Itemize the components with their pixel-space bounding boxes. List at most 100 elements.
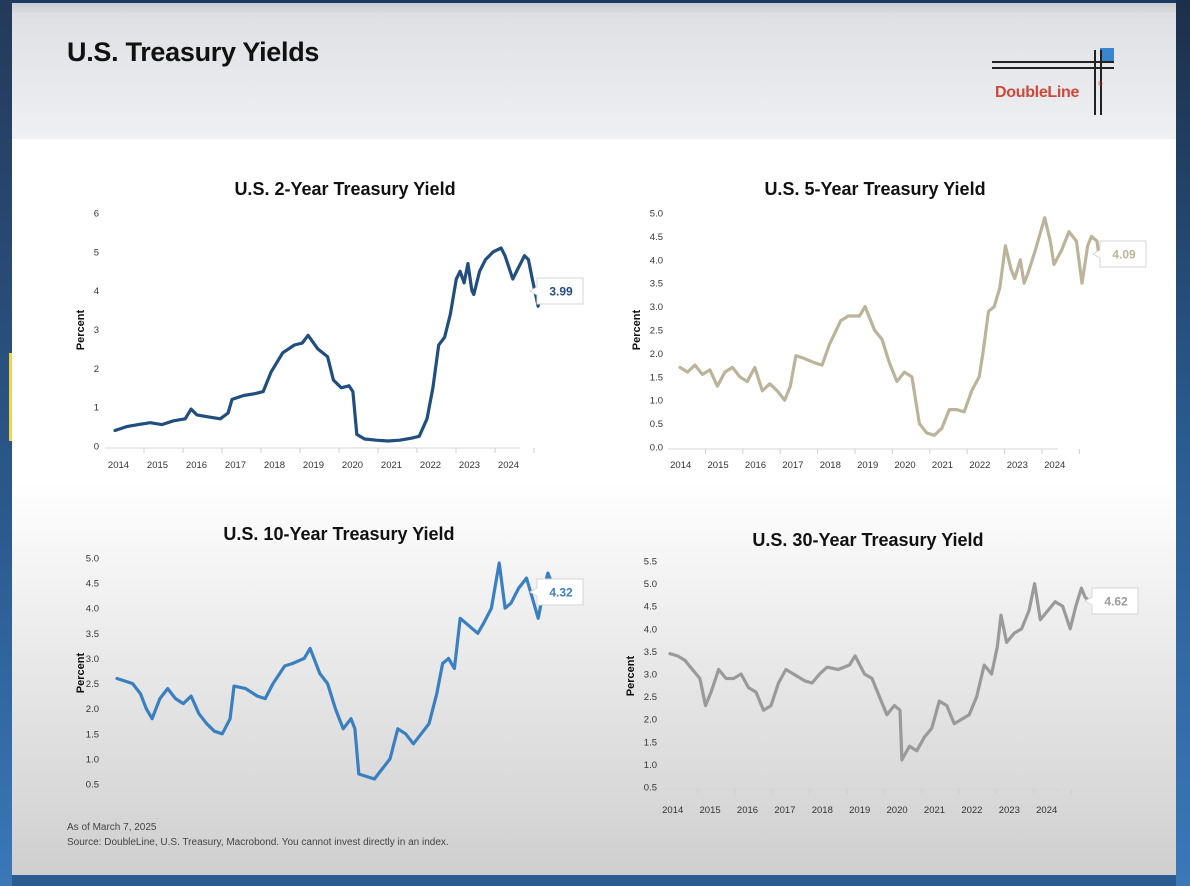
y-tick-label: 5.0 — [650, 209, 663, 220]
y-tick-label: 3.5 — [644, 647, 657, 658]
y-tick-label: 3.0 — [650, 302, 663, 313]
last-value-label: 3.99 — [549, 285, 573, 299]
x-tick-label: 2014 — [670, 460, 691, 471]
y-tick-label: 2 — [94, 364, 99, 375]
x-tick-label: 2024 — [1036, 805, 1057, 816]
x-tick-label: 2014 — [108, 460, 129, 471]
last-value-callout — [1091, 240, 1147, 268]
x-tick-label: 2017 — [774, 805, 795, 816]
y-tick-label: 1.0 — [86, 754, 99, 765]
last-value-callout — [528, 578, 584, 606]
y-tick-label: 1.5 — [644, 737, 657, 748]
x-tick-label: 2024 — [498, 460, 519, 471]
y-tick-label: 4 — [94, 286, 99, 297]
x-tick-label: 2022 — [961, 805, 982, 816]
logo-text: DoubleLine — [995, 84, 1080, 101]
left-window-edge — [0, 0, 12, 886]
slide-top-bar — [12, 3, 1176, 13]
y-tick-label: 6 — [94, 209, 99, 220]
last-value-label: 4.09 — [1112, 248, 1136, 262]
logo-registered-mark: ® — [1098, 82, 1103, 88]
y-tick-label: 3.0 — [86, 654, 99, 665]
y-tick-label: 1.5 — [86, 729, 99, 740]
y-tick-label: 1.0 — [644, 760, 657, 771]
y-axis-label: Percent — [625, 655, 637, 696]
y-tick-label: 4.0 — [644, 624, 657, 635]
x-tick-label: 2018 — [264, 460, 285, 471]
series-line-five_year — [678, 216, 1101, 437]
x-tick-label: 2023 — [459, 460, 480, 471]
y-tick-label: 4.5 — [644, 602, 657, 613]
y-tick-label: 4.5 — [86, 579, 99, 590]
y-tick-label: 3.0 — [644, 670, 657, 681]
series-line-ten_year — [115, 561, 556, 781]
chart-title-5yr: U.S. 5-Year Treasury Yield — [764, 179, 986, 199]
x-tick-label: 2019 — [303, 460, 324, 471]
x-tick-label: 2023 — [999, 805, 1020, 816]
x-tick-label: 2015 — [700, 805, 721, 816]
y-tick-label: 5.0 — [644, 579, 657, 590]
x-tick-label: 2016 — [186, 460, 207, 471]
y-tick-label: 2.0 — [644, 715, 657, 726]
slide-header: U.S. Treasury Yields DoubleLine ® — [12, 13, 1176, 139]
last-value-callout — [528, 277, 584, 305]
bottom-window-edge — [12, 875, 1176, 886]
y-tick-label: 1 — [94, 403, 99, 414]
x-tick-label: 2021 — [924, 805, 945, 816]
left-accent-strip — [9, 353, 12, 441]
x-tick-label: 2019 — [857, 460, 878, 471]
x-tick-label: 2020 — [342, 460, 363, 471]
doubleline-logo: DoubleLine ® — [987, 48, 1117, 143]
x-tick-label: 2024 — [1044, 460, 1065, 471]
y-tick-label: 0.5 — [86, 780, 99, 791]
slide: U.S. Treasury Yields DoubleLine ® U.S. 2… — [12, 3, 1176, 875]
y-tick-label: 2.5 — [650, 326, 663, 337]
y-tick-label: 5.5 — [644, 557, 657, 568]
source-note: Source: DoubleLine, U.S. Treasury, Macro… — [67, 837, 449, 848]
x-tick-label: 2020 — [887, 805, 908, 816]
series-line-two_year — [113, 246, 553, 443]
x-tick-label: 2023 — [1007, 460, 1028, 471]
chart-title-2yr: U.S. 2-Year Treasury Yield — [234, 179, 456, 199]
x-tick-label: 2022 — [420, 460, 441, 471]
y-tick-label: 5.0 — [86, 554, 99, 565]
y-tick-label: 2.0 — [86, 704, 99, 715]
x-tick-label: 2018 — [820, 460, 841, 471]
y-tick-label: 1.5 — [650, 372, 663, 383]
y-tick-label: 0.5 — [650, 419, 663, 430]
y-tick-label: 4.0 — [650, 255, 663, 266]
charts-canvas: 0 1 2 3 4 5 6 Percent 2014 2015 2016 2017 2018 2019 20… — [75, 209, 1147, 816]
y-tick-label: 0.5 — [644, 783, 657, 794]
y-tick-label: 2.0 — [650, 349, 663, 360]
page-title: U.S. Treasury Yields — [67, 37, 320, 67]
last-value-label: 4.62 — [1104, 595, 1128, 609]
x-tick-label: 2018 — [812, 805, 833, 816]
x-tick-label: 2022 — [969, 460, 990, 471]
y-tick-label: 4.0 — [86, 604, 99, 615]
logo-lines-icon — [992, 48, 1114, 115]
series-line-thirty_year — [668, 581, 1091, 762]
x-tick-label: 2017 — [225, 460, 246, 471]
as-of-date: As of March 7, 2025 — [67, 822, 157, 833]
x-tick-label: 2014 — [662, 805, 683, 816]
y-tick-label: 0 — [94, 442, 99, 453]
y-tick-label: 5 — [94, 247, 99, 258]
x-tick-label: 2016 — [737, 805, 758, 816]
chart-title-10yr: U.S. 10-Year Treasury Yield — [223, 524, 455, 544]
y-tick-label: 3 — [94, 325, 99, 336]
x-tick-label: 2015 — [147, 460, 168, 471]
y-tick-label: 3.5 — [650, 279, 663, 290]
x-tick-label: 2021 — [381, 460, 402, 471]
last-value-callout — [1083, 587, 1139, 615]
logo-blue-square — [1100, 48, 1114, 63]
y-tick-label: 0.0 — [650, 443, 663, 454]
chart-title-30yr: U.S. 30-Year Treasury Yield — [752, 530, 984, 550]
y-axis-label: Percent — [75, 652, 87, 693]
y-tick-label: 3.5 — [86, 629, 99, 640]
right-window-edge — [1176, 0, 1190, 886]
x-tick-label: 2019 — [849, 805, 870, 816]
x-tick-label: 2020 — [895, 460, 916, 471]
x-tick-label: 2021 — [932, 460, 953, 471]
y-tick-label: 2.5 — [86, 679, 99, 690]
y-axis-label: Percent — [631, 309, 643, 350]
